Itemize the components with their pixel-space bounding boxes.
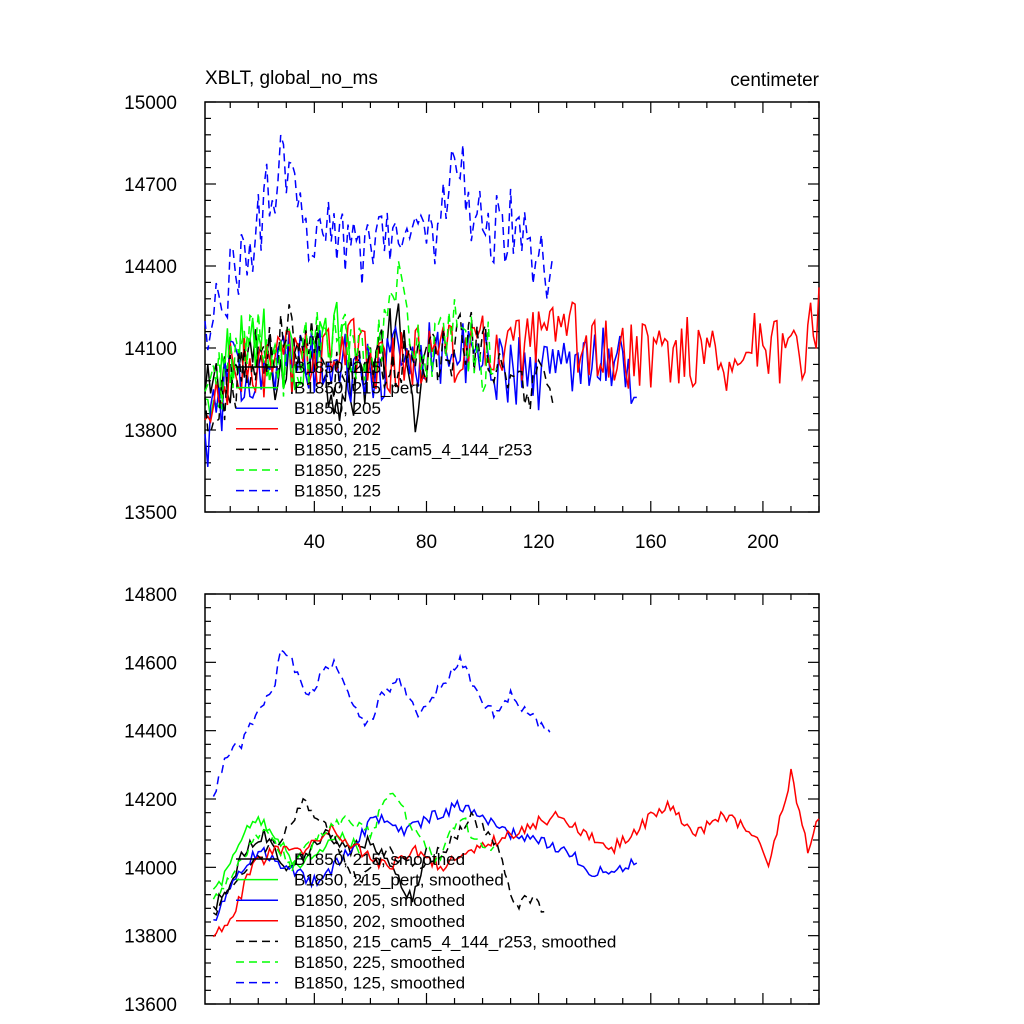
bottom-legend: B1850, 215, smoothed B1850, 215_pert, smo… bbox=[236, 850, 616, 993]
bottom-legend-label: B1850, 205, smoothed bbox=[294, 891, 465, 910]
bottom-panel: 13600 13800 14000 14200 14400 14600 14800 B185… bbox=[124, 585, 820, 1016]
top-ytick-label: 13500 bbox=[124, 503, 177, 524]
bottom-ytick-label: 14600 bbox=[124, 653, 177, 674]
bottom-legend-label: B1850, 225, smoothed bbox=[294, 953, 465, 972]
top-series-line bbox=[204, 287, 820, 424]
top-legend-label: B1850, 215 bbox=[294, 358, 381, 377]
bottom-series-line bbox=[213, 798, 638, 922]
top-chart-units: centimeter bbox=[730, 70, 819, 91]
top-xtick-label: 200 bbox=[747, 532, 779, 553]
top-series-line bbox=[204, 261, 498, 410]
bottom-ytick-label: 13800 bbox=[124, 927, 177, 948]
bottom-series-line bbox=[212, 797, 545, 916]
top-chart-title: XBLT, global_no_ms bbox=[205, 68, 378, 89]
bottom-legend-label: B1850, 215, smoothed bbox=[294, 850, 465, 869]
top-legend-label: B1850, 225 bbox=[294, 461, 381, 480]
top-xtick-label: 40 bbox=[304, 532, 325, 553]
bottom-ytick-label: 14200 bbox=[124, 790, 177, 811]
top-ytick-label: 15000 bbox=[124, 93, 177, 114]
bottom-ytick-label: 14800 bbox=[124, 585, 177, 606]
top-axes: 13500 13800 14100 14400 14700 15000 40 80 120 160… bbox=[124, 93, 820, 553]
top-legend-label: B1850, 125 bbox=[294, 482, 381, 501]
bottom-series-line bbox=[212, 768, 820, 938]
bottom-legend-label: B1850, 215_cam5_4_144_r253, smoothed bbox=[294, 932, 616, 951]
top-plot-frame bbox=[204, 101, 820, 513]
bottom-legend-label: B1850, 215_pert, smoothed bbox=[294, 871, 504, 890]
bottom-legend-label: B1850, 125, smoothed bbox=[294, 974, 465, 993]
top-series-line bbox=[204, 134, 554, 351]
top-ytick-label: 13800 bbox=[124, 421, 177, 442]
top-legend-label: B1850, 215_cam5_4_144_r253 bbox=[294, 440, 532, 459]
bottom-ytick-label: 14400 bbox=[124, 722, 177, 743]
bottom-ytick-label: 14000 bbox=[124, 858, 177, 879]
top-xtick-label: 160 bbox=[635, 532, 667, 553]
top-ytick-label: 14100 bbox=[124, 339, 177, 360]
bottom-axes: 13600 13800 14000 14200 14400 14600 14800 bbox=[124, 585, 820, 1016]
top-ytick-label: 14400 bbox=[124, 257, 177, 278]
bottom-ytick-label: 13600 bbox=[124, 995, 177, 1016]
top-legend-label: B1850, 202 bbox=[294, 420, 381, 439]
top-legend-label: B1850, 205 bbox=[294, 399, 381, 418]
top-panel: XBLT, global_no_ms centimeter 13500 13800… bbox=[124, 68, 820, 553]
top-series-line bbox=[204, 304, 554, 434]
top-legend-label: B1850, 215_pert bbox=[294, 379, 420, 398]
top-series-group bbox=[204, 134, 820, 467]
bottom-series-line bbox=[212, 792, 495, 900]
top-xtick-label: 120 bbox=[523, 532, 555, 553]
bottom-legend-label: B1850, 202, smoothed bbox=[294, 912, 465, 931]
bottom-series-line bbox=[212, 648, 551, 797]
top-ytick-label: 14700 bbox=[124, 175, 177, 196]
bottom-series-group bbox=[212, 648, 820, 938]
top-xtick-label: 80 bbox=[416, 532, 437, 553]
